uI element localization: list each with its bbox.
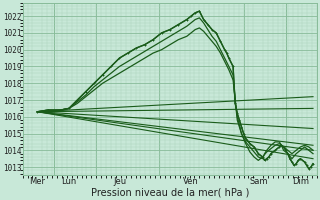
X-axis label: Pression niveau de la mer( hPa ): Pression niveau de la mer( hPa ) xyxy=(91,187,249,197)
